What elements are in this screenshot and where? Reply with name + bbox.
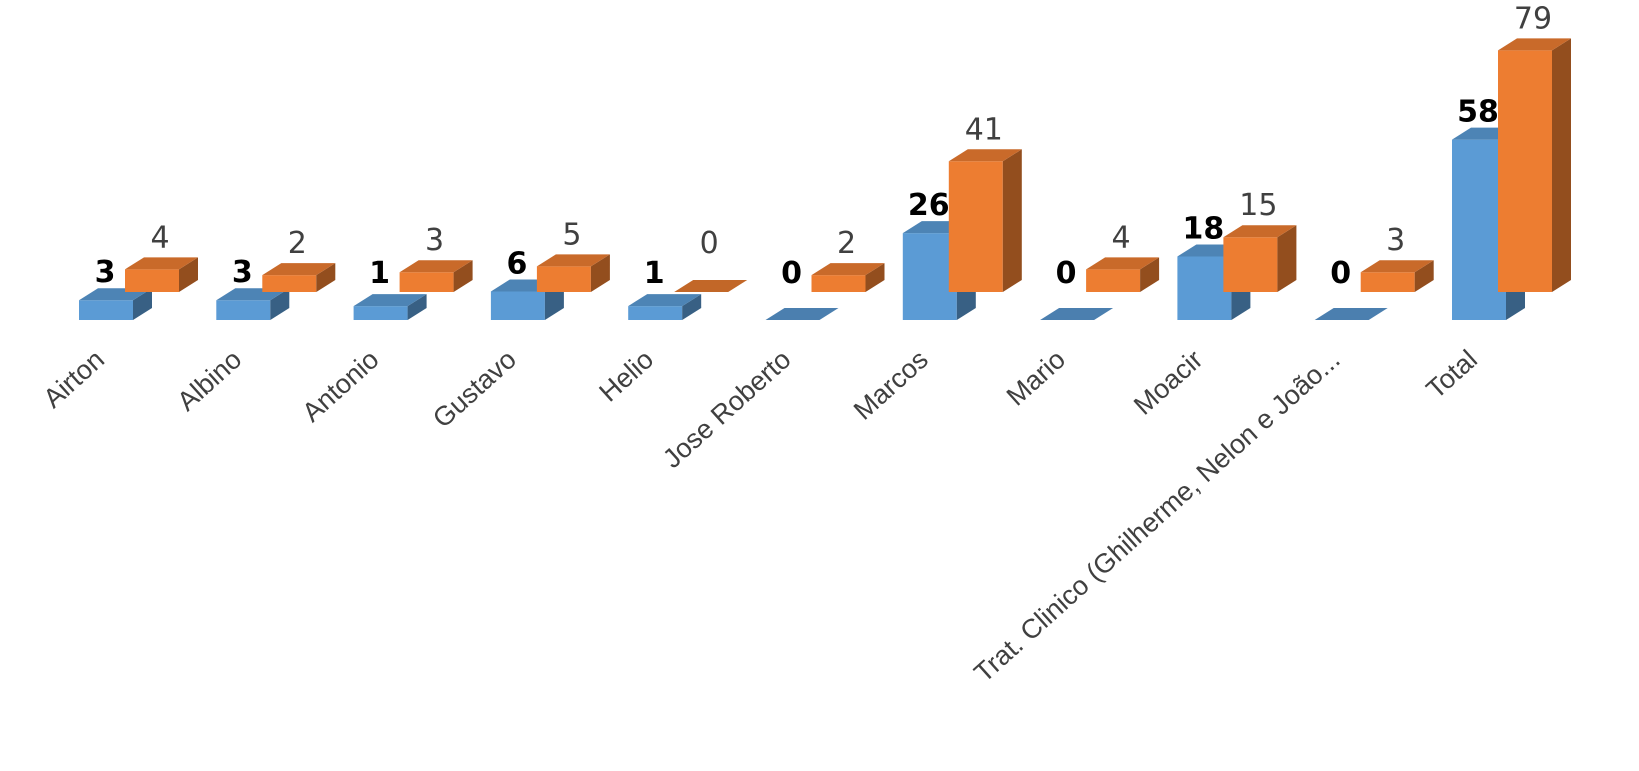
bar-b-total	[1498, 38, 1571, 292]
bar-b-moacir	[1223, 225, 1297, 292]
value-label-b-2: 3	[425, 223, 444, 258]
bar-a-antonio	[353, 294, 427, 320]
category-label-6: Marcos	[848, 344, 934, 426]
value-label-a-6: 26	[908, 188, 950, 223]
value-label-b-4: 0	[700, 226, 719, 261]
category-label-3: Gustavo	[427, 344, 522, 434]
bar-b-helio	[674, 280, 748, 292]
category-label-5: Jose Roberto	[657, 344, 796, 474]
bar-a-trat-clinico-ghilherme-nelon-e-jo-o	[1314, 308, 1388, 320]
bar-b-gustavo	[536, 254, 610, 292]
bar-b-marcos	[948, 149, 1022, 292]
value-label-b-8: 15	[1239, 188, 1277, 223]
bar-b-mario	[1086, 257, 1160, 292]
value-label-b-9: 3	[1386, 223, 1405, 258]
value-label-b-6: 41	[965, 112, 1003, 147]
value-label-b-0: 4	[150, 220, 169, 255]
bar-b-jose-roberto	[811, 263, 885, 292]
bar-b-antonio	[399, 260, 473, 292]
value-label-b-5: 2	[837, 226, 856, 261]
bar-a-albino	[216, 288, 290, 320]
category-label-10: Total	[1421, 344, 1483, 404]
value-label-a-2: 1	[369, 256, 390, 291]
value-label-b-7: 4	[1112, 220, 1131, 255]
value-label-a-4: 1	[644, 256, 665, 291]
value-label-b-3: 5	[562, 217, 581, 252]
value-label-a-3: 6	[506, 246, 527, 281]
category-label-4: Helio	[593, 344, 659, 407]
value-label-b-1: 2	[288, 226, 307, 261]
category-label-7: Mario	[1001, 344, 1071, 411]
value-label-a-5: 0	[781, 256, 802, 291]
value-label-a-1: 3	[232, 255, 253, 290]
bar-b-albino	[262, 263, 336, 292]
value-label-a-8: 18	[1183, 211, 1225, 246]
bar-a-jose-roberto	[765, 308, 839, 320]
value-label-a-7: 0	[1056, 256, 1077, 291]
bar-b-trat-clinico-ghilherme-nelon-e-jo-o	[1360, 260, 1434, 292]
bars-layer	[79, 38, 1571, 320]
value-label-a-10: 58	[1457, 95, 1499, 130]
value-label-b-10: 79	[1514, 1, 1552, 36]
value-label-a-0: 3	[95, 255, 116, 290]
bar-b-airton	[125, 257, 198, 292]
category-label-8: Moacir	[1128, 344, 1208, 421]
category-label-0: Airton	[38, 344, 111, 413]
category-label-2: Antonio	[296, 344, 384, 428]
category-label-1: Albino	[171, 344, 247, 417]
bar-a-mario	[1040, 308, 1114, 320]
value-label-a-9: 0	[1330, 256, 1351, 291]
bar-a-helio	[628, 294, 702, 320]
bar-a-airton	[79, 288, 152, 320]
